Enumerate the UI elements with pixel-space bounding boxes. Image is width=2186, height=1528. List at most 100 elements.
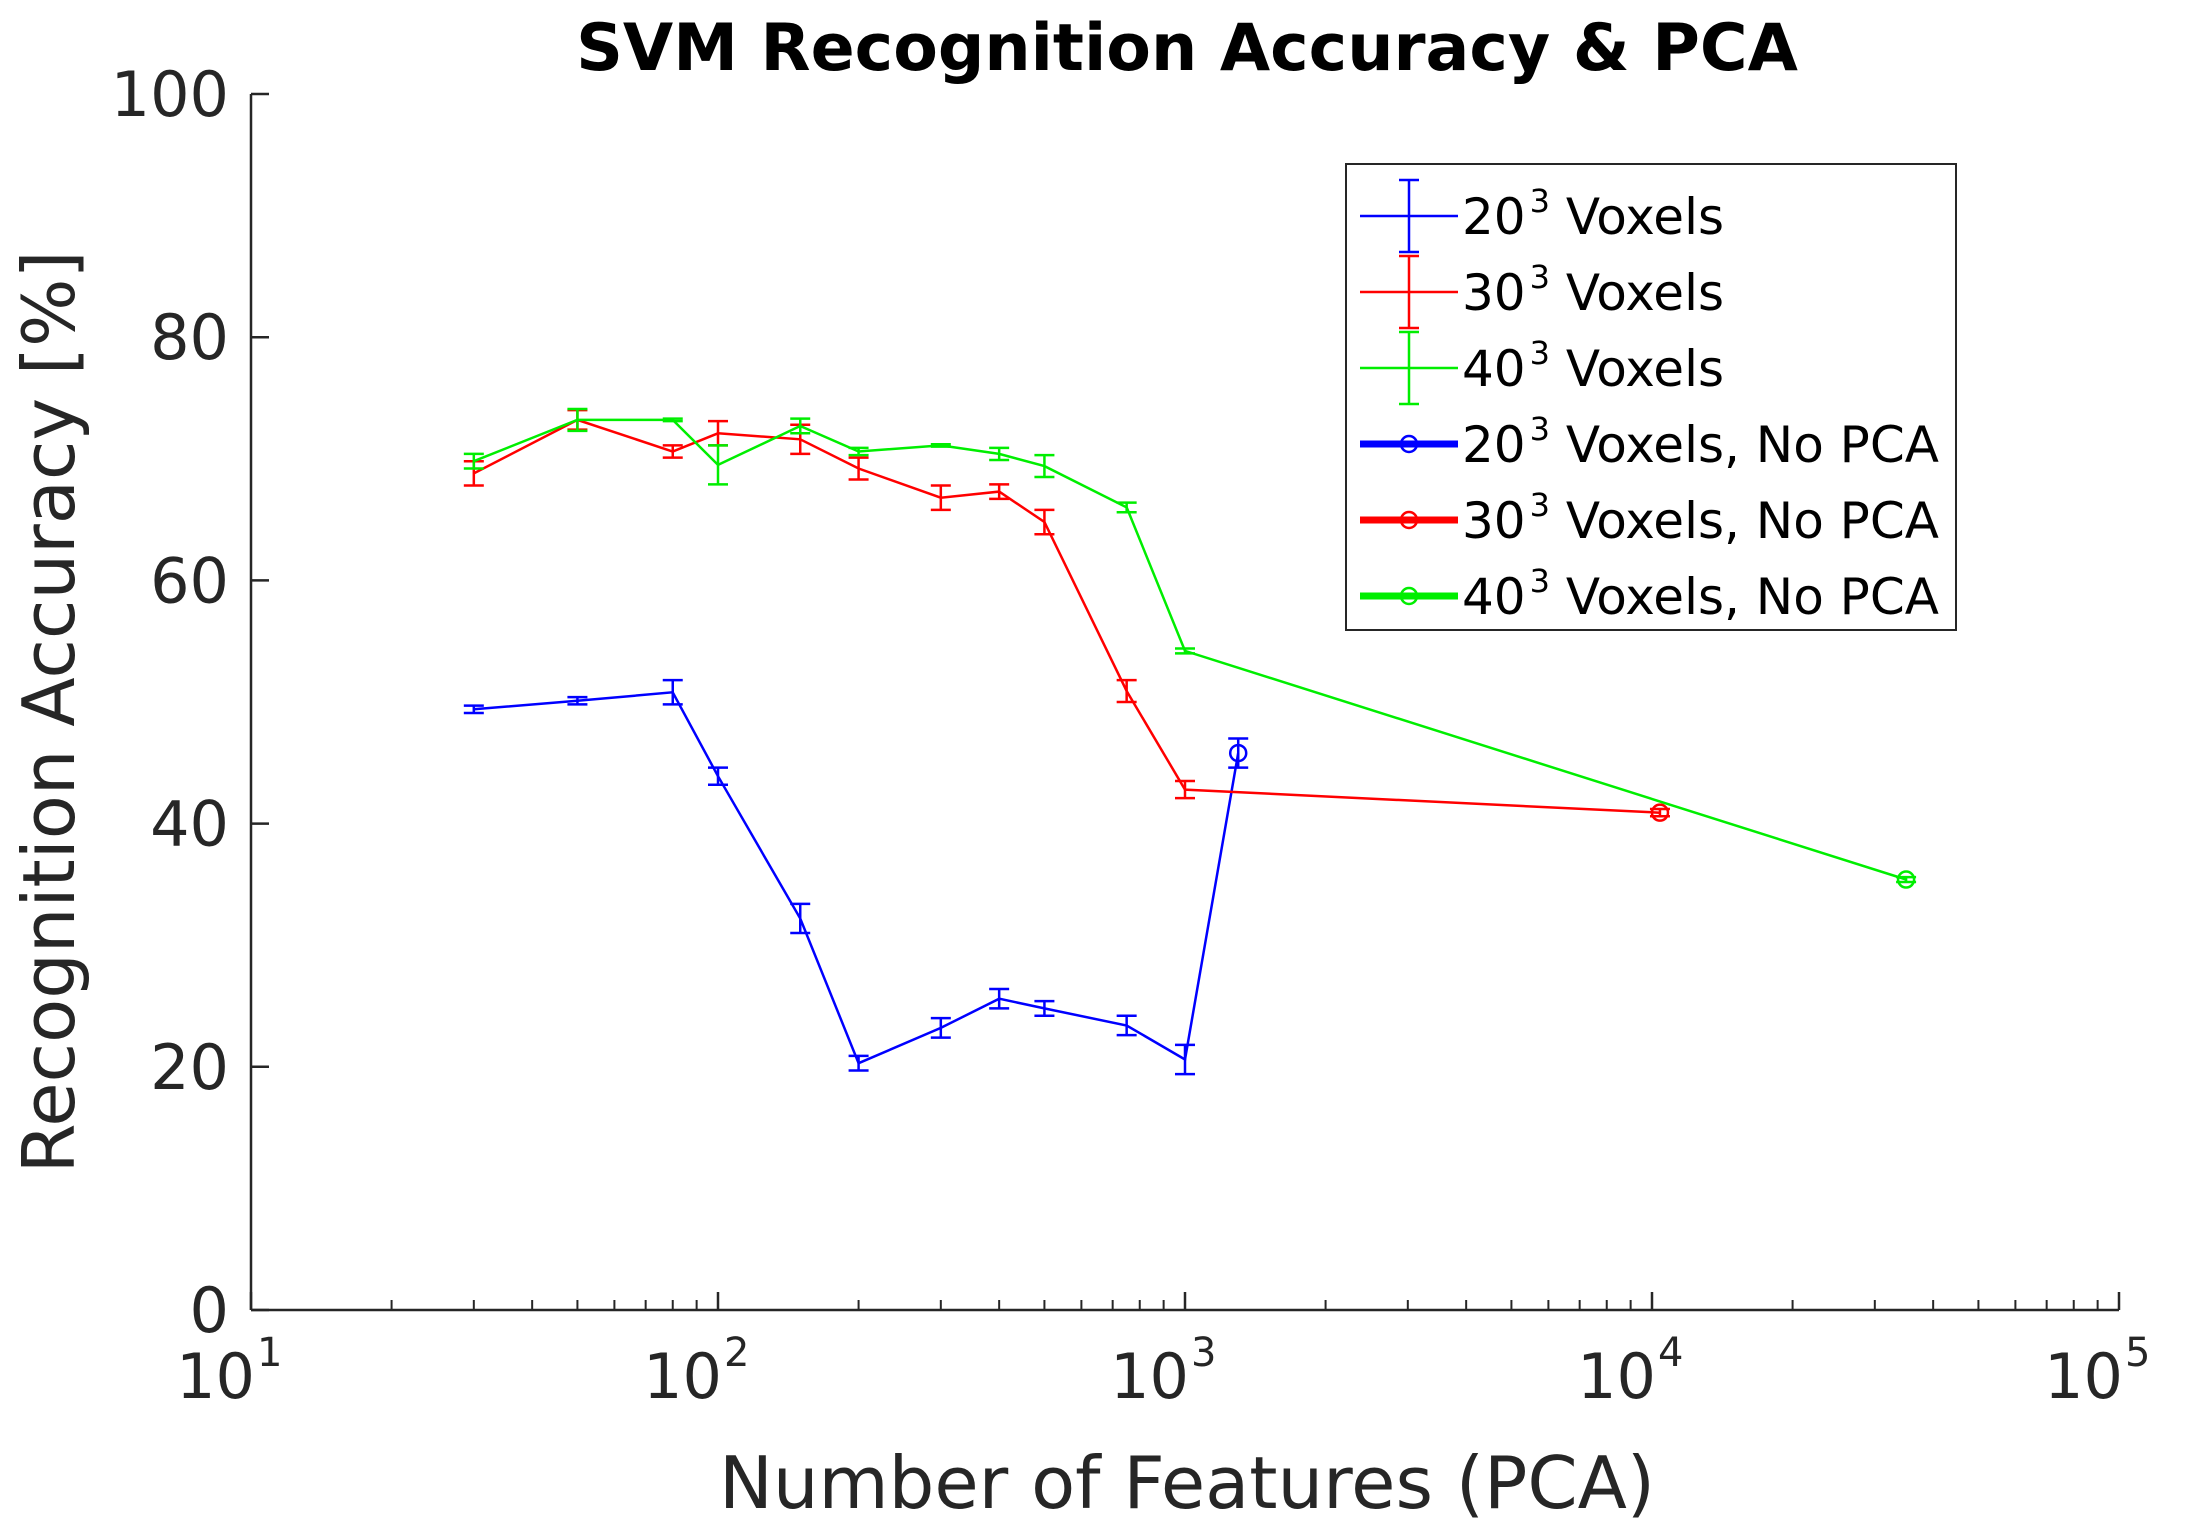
legend-item: 20 3 Voxels, No PCA [1360,410,1939,474]
series-40-pca [463,407,1917,884]
data-point-errorbar [1034,453,1055,479]
legend-label-base: 20 [1462,188,1526,246]
y-tick-label: 20 [150,1031,229,1104]
data-point-errorbar [1175,647,1195,655]
data-point-errorbar [1116,1014,1137,1037]
x-tick-exponent: 3 [1191,1330,1216,1376]
data-point-errorbar [567,695,588,706]
data-point-errorbar [989,446,1010,462]
y-tick-label: 100 [111,58,229,131]
legend-label: 20 3 Voxels [1462,182,1724,246]
x-tick-base: 10 [2044,1340,2123,1413]
series-line [473,690,1240,1065]
legend-swatch-marker [1399,586,1419,606]
data-point-errorbar [930,484,951,512]
legend-label-text: Voxels [1550,340,1724,398]
data-point-errorbar [930,442,951,448]
series-line [473,418,1907,881]
legend-item: 40 3 Voxels [1360,330,1724,406]
data-point-errorbar [989,483,1010,501]
legend-label-base: 30 [1462,492,1526,550]
legend-label-text: Voxels [1550,264,1724,322]
data-point-errorbar [567,407,588,433]
series-line [473,418,1661,814]
y-tick-label: 0 [190,1274,229,1347]
data-point-marker [1896,870,1916,889]
legend-item: 30 3 Voxels [1360,254,1724,330]
legend-label-base: 30 [1462,264,1526,322]
legend-item: 30 3 Voxels, No PCA [1360,486,1939,550]
data-point-errorbar [930,1016,951,1039]
legend-box [1345,163,1957,631]
chart-title: SVM Recognition Accuracy & PCA [576,11,1798,86]
series-40-no-pca [1896,870,1916,889]
legend-label-base: 20 [1462,416,1526,474]
x-tick-exponent: 2 [724,1330,749,1376]
series-30-no-pca [1650,803,1670,822]
data-point-errorbar [1228,737,1249,769]
legend-swatch-marker [1399,434,1419,454]
x-tick-label: 10 2 [643,1330,749,1413]
data-point-errorbar [848,1054,869,1072]
x-tick-exponent: 4 [1658,1330,1683,1376]
legend-label: 30 3 Voxels [1462,258,1724,322]
data-point-errorbar [989,987,1010,1010]
data-point-errorbar [463,704,484,715]
x-tick-label: 10 4 [1577,1330,1683,1413]
data-point-marker [1228,743,1248,763]
data-point-errorbar [1175,1043,1195,1076]
legend-label: 40 3 Voxels [1462,334,1724,398]
legend-label-exponent: 3 [1530,410,1550,448]
x-tick-label: 10 5 [2044,1330,2150,1413]
series-20-pca [463,678,1249,1076]
series-20-no-pca [1228,743,1248,763]
data-point-errorbar [848,456,869,481]
data-point-errorbar [1034,999,1055,1017]
x-tick-base: 10 [1577,1340,1656,1413]
legend-label-exponent: 3 [1530,562,1550,600]
x-tick-label: 10 1 [176,1330,282,1413]
x-axis-label: Number of Features (PCA) [719,1441,1655,1525]
legend-label-exponent: 3 [1530,334,1550,372]
legend-label-base: 40 [1462,568,1526,626]
data-point-errorbar [1034,508,1055,536]
x-tick-base: 10 [643,1340,722,1413]
y-tick-label: 40 [150,788,229,861]
plot-series [463,407,1917,1076]
x-tick-label: 10 3 [1110,1330,1216,1413]
data-point-errorbar [708,444,728,486]
legend-label-text: Voxels, No PCA [1550,492,1939,550]
data-point-errorbar [662,444,683,459]
data-point-errorbar [662,678,683,706]
legend-label-exponent: 3 [1530,182,1550,220]
legend-label-text: Voxels, No PCA [1550,416,1939,474]
x-tick-base: 10 [176,1340,255,1413]
legend-item: 20 3 Voxels [1360,178,1724,254]
legend-label-exponent: 3 [1530,258,1550,296]
data-point-errorbar [463,452,484,470]
legend-label: 30 3 Voxels, No PCA [1462,486,1939,550]
data-point-errorbar [848,446,869,457]
x-tick-exponent: 5 [2125,1330,2150,1376]
y-axis-label: Recognition Accuracy [%] [7,250,91,1173]
y-tick-label: 60 [150,544,229,617]
y-tick-label: 80 [150,301,229,374]
legend-label: 40 3 Voxels, No PCA [1462,562,1939,626]
data-point-errorbar [1175,779,1195,800]
legend-label-base: 40 [1462,340,1526,398]
x-tick-exponent: 1 [257,1330,282,1376]
legend-label-exponent: 3 [1530,486,1550,524]
x-tick-base: 10 [1110,1340,1189,1413]
data-point-errorbar [1116,678,1137,704]
data-point-marker [1650,803,1670,822]
data-point-errorbar [662,417,683,423]
legend-label-text: Voxels, No PCA [1550,568,1939,626]
data-point-errorbar [790,902,811,935]
legend-label: 20 3 Voxels, No PCA [1462,410,1939,474]
legend-item: 40 3 Voxels, No PCA [1360,562,1939,626]
data-point-errorbar [708,766,728,786]
data-point-errorbar [1116,501,1137,514]
